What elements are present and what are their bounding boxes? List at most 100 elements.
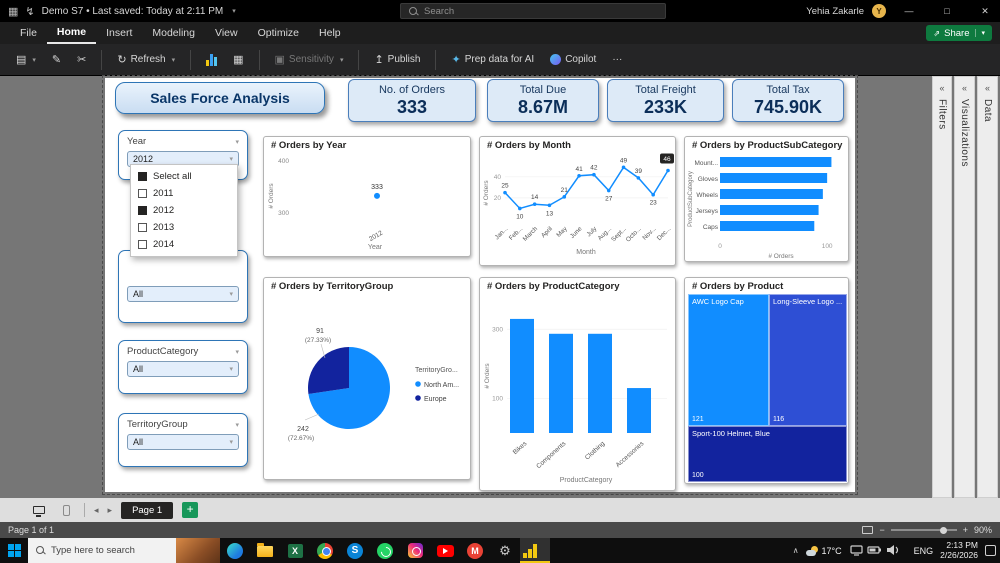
chart-orders-by-productcategory[interactable]: # Orders by ProductCategory 100 300 Bikes C… — [479, 277, 676, 491]
menu-file[interactable]: File — [20, 27, 37, 39]
clipboard-paste-button[interactable]: ▤ ▾ — [16, 54, 36, 66]
start-button[interactable] — [0, 538, 28, 563]
taskbar-app-excel[interactable]: X — [280, 538, 310, 563]
year-slicer-dropdown[interactable]: Select all 2011 2012 2013 2014 — [130, 164, 238, 257]
treemap-cell-sport-100-helmet-blue[interactable]: Sport-100 Helmet, Blue 100 — [688, 426, 847, 482]
chart-orders-by-territorygroup[interactable]: # Orders by TerritoryGroup 91 (27.33%) 242… — [263, 277, 471, 480]
dropdown-option-2011[interactable]: 2011 — [131, 185, 237, 202]
global-search-box[interactable]: Search — [400, 3, 666, 19]
taskbar-app-youtube[interactable] — [430, 538, 460, 563]
taskbar-app-instagram[interactable] — [400, 538, 430, 563]
dropdown-option-2013[interactable]: 2013 — [131, 219, 237, 236]
kpi-card-no-of-orders[interactable]: No. of Orders 333 — [348, 79, 476, 122]
share-button[interactable]: ⇗ Share ▾ — [926, 25, 992, 41]
language-indicator[interactable]: ENG — [913, 545, 934, 556]
filters-panel-collapsed[interactable]: « Filters — [932, 76, 952, 498]
new-visual-button[interactable] — [200, 50, 223, 70]
orders-by-productsubcategory-plot[interactable]: Mount... Gloves Wheels Jerseys Caps 0 100 # Ord… — [686, 151, 849, 261]
chevron-down-icon[interactable]: ▾ — [235, 138, 239, 146]
productcategory-slicer[interactable]: ProductCategory ▾ All ▾ — [118, 340, 248, 394]
cut-button[interactable]: ✂ — [71, 49, 92, 70]
kpi-card-total-freight[interactable]: Total Freight 233K — [607, 79, 724, 122]
chevron-down-icon[interactable]: ▾ — [235, 348, 239, 356]
quick-action-icon[interactable]: ↯ — [25, 5, 35, 18]
mobile-view-icon[interactable] — [57, 501, 75, 519]
refresh-button[interactable]: ↻ Refresh ▾ — [117, 54, 176, 66]
table-view-button[interactable]: ▦ — [227, 49, 249, 70]
menu-modeling[interactable]: Modeling — [152, 27, 195, 39]
territorygroup-slicer[interactable]: TerritoryGroup ▾ All ▾ — [118, 413, 248, 467]
menu-view[interactable]: View — [215, 27, 238, 39]
prev-page-icon[interactable]: ◂ — [94, 504, 99, 515]
treemap-cell-long-sleeve-logo-[interactable]: Long-Sleeve Logo ... 116 — [769, 294, 847, 426]
close-button[interactable]: ✕ — [981, 5, 989, 16]
weather-widget[interactable]: 17°C — [805, 545, 842, 556]
share-dropdown-icon[interactable]: ▾ — [975, 29, 985, 37]
taskbar-app-settings[interactable]: ⚙ — [490, 538, 520, 563]
chart-orders-by-product[interactable]: # Orders by Product AWC Logo Cap 121 Long-… — [684, 277, 849, 484]
menu-help[interactable]: Help — [319, 27, 341, 39]
checkbox-unchecked[interactable] — [138, 240, 147, 249]
covered-slicer-field[interactable]: All ▾ — [127, 286, 239, 302]
zoom-slider[interactable] — [890, 526, 957, 534]
desktop-view-icon[interactable] — [30, 501, 48, 519]
productcategory-slicer-field[interactable]: All ▾ — [127, 361, 239, 377]
checkbox-checked[interactable] — [138, 206, 147, 215]
territorygroup-slicer-field[interactable]: All ▾ — [127, 434, 239, 450]
covered-slicer[interactable]: All ▾ — [118, 250, 248, 323]
ribbon-more-button[interactable]: ··· — [612, 54, 623, 65]
system-tray-icons[interactable] — [849, 538, 907, 563]
fit-to-page-icon[interactable] — [862, 526, 874, 534]
page-tab[interactable]: Page 1 — [121, 501, 174, 519]
expand-panel-icon[interactable]: « — [984, 83, 990, 93]
data-panel-collapsed[interactable]: « Data — [977, 76, 998, 498]
expand-panel-icon[interactable]: « — [961, 83, 967, 93]
orders-by-productcategory-plot[interactable]: 100 300 Bikes Components Clothing Accessories… — [481, 292, 676, 490]
visualizations-panel-collapsed[interactable]: « Visualizations — [954, 76, 975, 498]
taskbar-search[interactable]: Type here to search — [28, 538, 220, 563]
zoom-slider-handle[interactable] — [940, 526, 948, 534]
zoom-in-button[interactable]: + — [962, 525, 968, 535]
format-painter-button[interactable]: ✎ — [46, 49, 67, 70]
taskbar-app-chrome[interactable] — [310, 538, 340, 563]
taskbar-app-gmail[interactable]: M — [460, 538, 490, 563]
taskbar-app-microsoft-edge[interactable] — [220, 538, 250, 563]
menu-insert[interactable]: Insert — [106, 27, 133, 39]
action-center-icon[interactable] — [985, 545, 996, 556]
title-dropdown-icon[interactable]: ▾ — [232, 8, 236, 15]
app-grid-icon[interactable]: ▦ — [8, 5, 19, 18]
expand-panel-icon[interactable]: « — [939, 83, 945, 93]
news-thumbnail[interactable] — [176, 538, 220, 563]
show-hidden-icons[interactable]: ∧ — [792, 546, 799, 555]
dropdown-option-select-all[interactable]: Select all — [131, 168, 237, 185]
minimize-button[interactable]: — — [904, 6, 914, 16]
kpi-card-total-tax[interactable]: Total Tax 745.90K — [732, 79, 844, 122]
taskbar-app-power-bi[interactable] — [520, 538, 550, 563]
taskbar-app-file-explorer[interactable] — [250, 538, 280, 563]
checkbox-unchecked[interactable] — [138, 189, 147, 198]
kpi-card-total-due[interactable]: Total Due 8.67M — [487, 79, 599, 122]
maximize-button[interactable]: □ — [944, 6, 950, 16]
checkbox-unchecked[interactable] — [138, 223, 147, 232]
next-page-icon[interactable]: ▸ — [107, 504, 113, 515]
copilot-button[interactable]: Copilot — [544, 50, 602, 69]
zoom-out-button[interactable]: − — [879, 525, 885, 535]
chart-orders-by-productsubcategory[interactable]: # Orders by ProductSubCategory Mount... G… — [684, 136, 849, 262]
taskbar-app-skype[interactable]: S — [340, 538, 370, 563]
chart-orders-by-year[interactable]: # Orders by Year 400 300 333 2012 Year # Orde… — [263, 136, 471, 257]
report-page[interactable]: Sales Force Analysis No. of Orders 333 T… — [102, 75, 858, 495]
menu-home[interactable]: Home — [46, 22, 97, 44]
avatar[interactable]: Y — [872, 4, 886, 18]
orders-by-month-plot[interactable]: 204025Jan...10Feb...14March13April21May4… — [481, 151, 676, 265]
dropdown-option-2014[interactable]: 2014 — [131, 236, 237, 253]
prep-data-ai-button[interactable]: ✦ Prep data for AI — [445, 49, 540, 70]
chart-orders-by-month[interactable]: # Orders by Month 20 40 25 Jan... 10 Feb... 14… — [479, 136, 676, 266]
chevron-down-icon[interactable]: ▾ — [235, 421, 239, 429]
treemap-cell-awc-logo-cap[interactable]: AWC Logo Cap 121 — [688, 294, 769, 426]
dropdown-option-2012[interactable]: 2012 — [131, 202, 237, 219]
checkbox-partial[interactable] — [138, 172, 147, 181]
publish-button[interactable]: ↥ Publish — [368, 49, 426, 70]
report-title-card[interactable]: Sales Force Analysis — [115, 82, 325, 114]
orders-by-year-plot[interactable]: 400 300 333 2012 Year # Orders — [265, 151, 471, 256]
orders-by-territorygroup-plot[interactable]: 91 (27.33%) 242 (72.67%) TerritoryGro... Nort… — [265, 292, 471, 481]
